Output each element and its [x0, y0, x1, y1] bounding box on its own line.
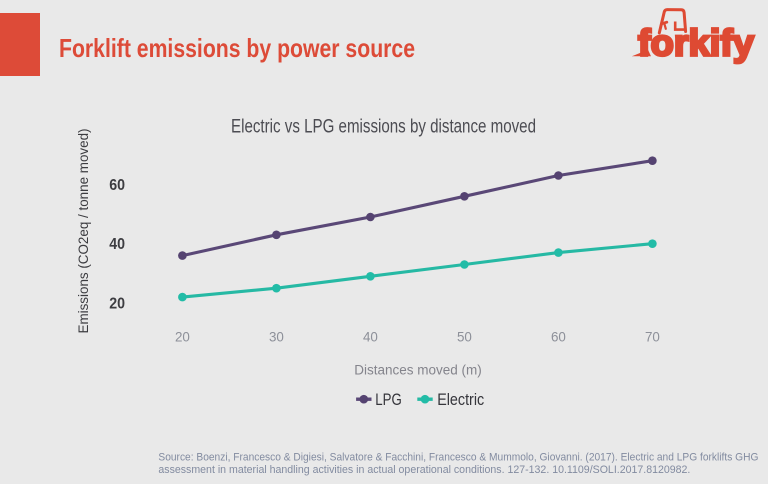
- svg-text:LPG: LPG: [375, 391, 402, 409]
- svg-text:Electric: Electric: [437, 391, 484, 409]
- svg-text:40: 40: [109, 236, 125, 253]
- svg-text:assessment in material handlin: assessment in material handling activiti…: [158, 464, 690, 476]
- svg-text:Emissions (CO2eq / tonne moved: Emissions (CO2eq / tonne moved): [76, 129, 91, 334]
- svg-text:Distances moved (m): Distances moved (m): [354, 363, 482, 378]
- svg-text:Forklift emissions by power so: Forklift emissions by power source: [59, 33, 415, 63]
- svg-text:20: 20: [109, 296, 125, 313]
- svg-text:50: 50: [457, 330, 472, 345]
- svg-text:30: 30: [269, 330, 284, 345]
- svg-text:Electric vs LPG emissions by d: Electric vs LPG emissions by distance mo…: [231, 116, 536, 137]
- svg-text:forkify: forkify: [638, 22, 754, 63]
- svg-text:60: 60: [109, 177, 125, 194]
- svg-text:60: 60: [551, 330, 566, 345]
- svg-text:70: 70: [645, 330, 660, 345]
- svg-text:40: 40: [363, 330, 378, 345]
- svg-text:20: 20: [175, 330, 190, 345]
- svg-text:Source: Boenzi, Francesco & Di: Source: Boenzi, Francesco & Digiesi, Sal…: [158, 452, 758, 464]
